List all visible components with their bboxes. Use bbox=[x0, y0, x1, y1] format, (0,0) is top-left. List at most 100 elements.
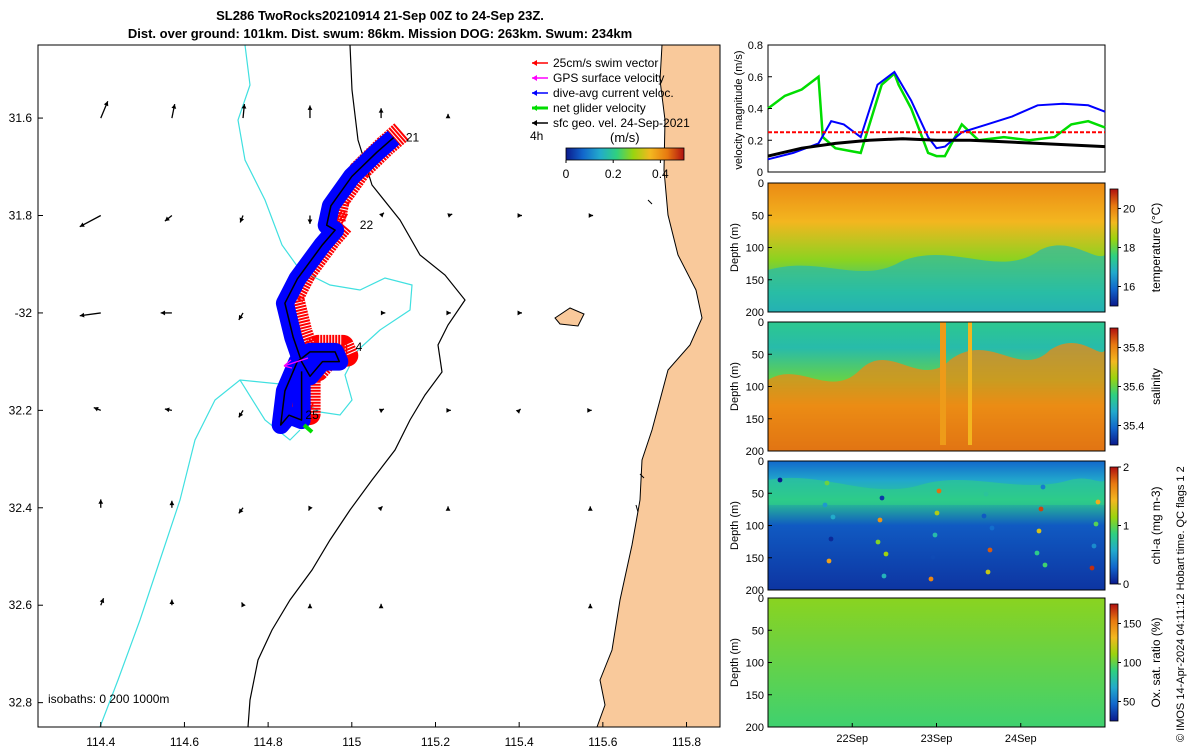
colorbar-tick-label: 0.2 bbox=[605, 167, 622, 181]
section-colorbar-tick-label: 1 bbox=[1123, 521, 1129, 533]
section-y-tick-label: 150 bbox=[746, 414, 764, 426]
glider-track bbox=[279, 137, 395, 426]
section-y-tick-label: 0 bbox=[758, 456, 764, 468]
geo-vector bbox=[378, 108, 384, 119]
island-rottnest bbox=[554, 307, 585, 327]
section-colorbar bbox=[1109, 466, 1119, 585]
geo-vector bbox=[307, 603, 313, 609]
geo-vector bbox=[171, 103, 177, 119]
chl-sample-dot bbox=[883, 551, 889, 557]
map-y-tick-label: 32.8 bbox=[9, 696, 33, 710]
map-x-tick-label: 114.4 bbox=[86, 735, 115, 749]
geo-vector bbox=[169, 500, 175, 508]
section-colorbar-tick-label: 18 bbox=[1123, 243, 1135, 255]
chl-sample-dot bbox=[983, 491, 989, 497]
section-colorbar-tick-label: 50 bbox=[1123, 697, 1135, 709]
map-x-tick-label: 115.2 bbox=[421, 735, 450, 749]
velocity-y-tick-label: 0.8 bbox=[748, 40, 763, 52]
geo-vector bbox=[378, 408, 385, 414]
velocity-series-line bbox=[767, 70, 1106, 161]
geo-vector bbox=[447, 213, 453, 218]
legend-arrowhead bbox=[532, 90, 537, 96]
geo-vector bbox=[241, 104, 247, 119]
chl-sample-dot bbox=[875, 539, 881, 545]
chl-sample-dot bbox=[824, 480, 830, 486]
velocity-series-line bbox=[767, 137, 1106, 158]
section-y-tick-label: 150 bbox=[746, 553, 764, 565]
section-y-tick-label: 200 bbox=[746, 722, 764, 734]
chl-sample-dot bbox=[1091, 543, 1097, 549]
legend-label: sfc geo. vel. 24-Sep-2021 bbox=[553, 116, 690, 130]
colorbar-tick-label: 0 bbox=[563, 167, 570, 181]
map-y-tick-label: 32.4 bbox=[9, 501, 33, 515]
map-y-tick-label: 31.6 bbox=[9, 111, 33, 125]
section-colorbar-tick-label: 35.6 bbox=[1123, 382, 1144, 394]
chl-sample-dot bbox=[936, 488, 942, 494]
chl-sample-dot bbox=[1089, 565, 1095, 571]
geo-vector bbox=[238, 312, 244, 321]
geo-vector bbox=[160, 310, 172, 316]
map-y-tick-label: 32.6 bbox=[9, 598, 33, 612]
section-feature bbox=[768, 342, 1105, 451]
geo-vector bbox=[446, 310, 451, 316]
velocity-y-tick-label: 0.4 bbox=[748, 104, 763, 116]
chl-sample-dot bbox=[777, 477, 783, 483]
chl-sample-dot bbox=[881, 573, 887, 579]
section-plot-1: 0 50 100 150 200 Depth (m) 35.4 35.6 35.8 salinit… bbox=[729, 317, 1163, 458]
chl-sample-dot bbox=[928, 576, 934, 582]
chl-sample-dot bbox=[1038, 506, 1044, 512]
legend-arrowhead bbox=[532, 75, 537, 81]
section-y-tick-label: 100 bbox=[746, 382, 764, 394]
map-y-tick-label: 32.2 bbox=[9, 403, 33, 417]
section-y-tick-label: 100 bbox=[746, 521, 764, 533]
track-day-label: 22 bbox=[360, 218, 374, 232]
legend-label: dive-avg current veloc. bbox=[553, 86, 674, 100]
chl-sample-dot bbox=[822, 502, 828, 508]
map-x-tick-label: 114.8 bbox=[254, 735, 283, 749]
gps-velocity-vector bbox=[283, 357, 309, 369]
coastal-reefs bbox=[635, 199, 653, 513]
section-colorbar-label: Ox. sat. ratio (%) bbox=[1149, 617, 1163, 707]
geo-vector bbox=[377, 505, 383, 512]
chl-sample-dot bbox=[1036, 528, 1042, 534]
chl-sample-dot bbox=[981, 513, 987, 519]
geo-vector bbox=[307, 215, 313, 224]
map-x-tick-label: 115.8 bbox=[672, 735, 701, 749]
geo-vector bbox=[587, 407, 592, 413]
section-colorbar-tick-label: 100 bbox=[1123, 658, 1141, 670]
section-y-tick-label: 0 bbox=[758, 178, 764, 190]
chl-sample-dot bbox=[932, 532, 938, 538]
map-y-tick-label: 31.8 bbox=[9, 209, 33, 223]
velocity-y-tick-label: 0.6 bbox=[748, 72, 763, 84]
geo-vector bbox=[100, 101, 109, 119]
geo-vector bbox=[517, 310, 522, 316]
track-day-label: 21 bbox=[406, 131, 420, 145]
chl-sample-dot bbox=[1034, 550, 1040, 556]
geo-vector bbox=[588, 213, 594, 218]
section-colorbar-label: salinity bbox=[1149, 368, 1163, 405]
section-colorbar-label: chl-a (mg m-3) bbox=[1149, 486, 1163, 564]
geo-vector bbox=[587, 603, 593, 609]
section-x-tick-label: 22Sep bbox=[836, 733, 868, 745]
section-y-tick-label: 50 bbox=[752, 210, 764, 222]
speed-label: 4h bbox=[530, 129, 543, 143]
section-colorbar-tick-label: 150 bbox=[1123, 619, 1141, 631]
section-y-tick-label: 100 bbox=[746, 658, 764, 670]
geo-vector bbox=[164, 214, 173, 222]
geo-vector bbox=[378, 603, 384, 609]
section-colorbar-label: temperature (°C) bbox=[1149, 203, 1163, 293]
section-colorbar-tick-label: 2 bbox=[1123, 462, 1129, 474]
map-y-tick-label: -32 bbox=[15, 306, 33, 320]
colorbar-tick-label: 0.4 bbox=[652, 167, 669, 181]
track-day-label: 25 bbox=[305, 408, 319, 422]
chl-sample-dot bbox=[828, 536, 834, 542]
section-y-label: Depth (m) bbox=[729, 638, 741, 687]
legend-label: net glider velocity bbox=[553, 101, 646, 115]
section-colorbar bbox=[1109, 188, 1119, 307]
map-frame bbox=[37, 44, 721, 728]
section-x-tick-label: 24Sep bbox=[1005, 733, 1037, 745]
section-plot-3: 0 50 100 150 200 Depth (m) 50 100 150 Ox. sat. ra… bbox=[729, 593, 1163, 745]
geo-vector bbox=[379, 212, 385, 218]
